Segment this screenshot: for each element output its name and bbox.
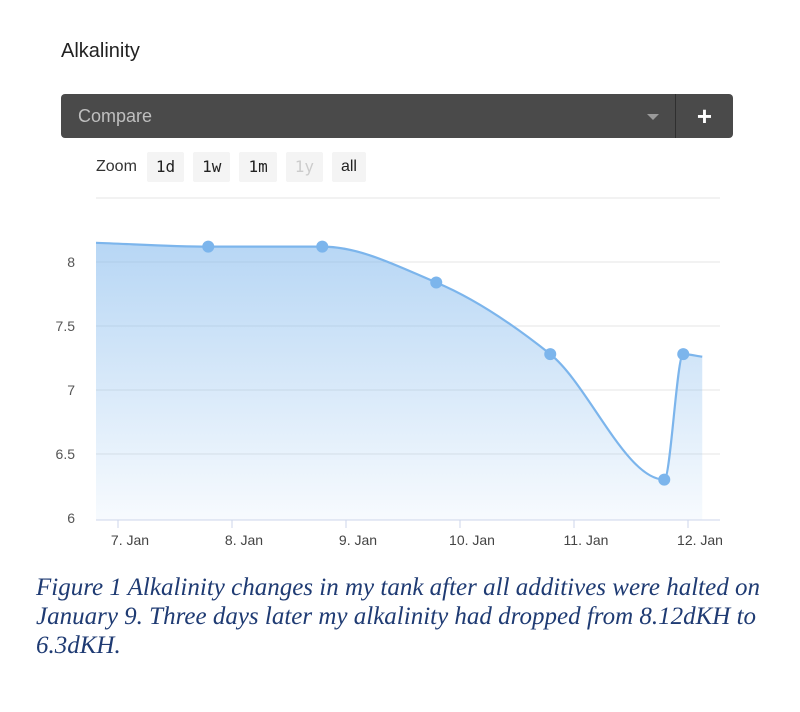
x-tick-label: 8. Jan [225,532,263,548]
data-point-marker[interactable] [677,348,690,361]
zoom-all-button[interactable]: all [331,152,366,182]
data-point-marker[interactable] [430,276,443,289]
data-point-marker[interactable] [658,473,671,486]
figure-caption: Figure 1 Alkalinity changes in my tank a… [36,574,760,659]
zoom-1y-button: 1y [285,152,323,182]
compare-select[interactable]: Compare + [61,94,733,138]
x-tick-label: 12. Jan [677,532,723,548]
caret-down-icon[interactable] [647,114,659,120]
data-point-marker[interactable] [202,240,215,253]
series-line [95,241,703,481]
compare-placeholder: Compare [78,106,153,126]
y-tick-label: 8 [67,254,75,270]
y-tick-label: 6.5 [56,446,76,462]
add-compare-button[interactable]: + [696,101,713,131]
y-tick-label: 7 [67,382,75,398]
zoom-1w-button[interactable]: 1w [193,152,231,182]
series-area [96,242,703,521]
compare-divider [675,94,676,138]
x-tick-label: 11. Jan [564,532,609,548]
data-point-marker[interactable] [544,348,557,361]
x-tick-label: 7. Jan [111,532,149,548]
data-point-marker[interactable] [316,240,329,253]
chart-title: Alkalinity [61,40,140,62]
zoom-1d-button[interactable]: 1d [146,152,185,182]
zoom-1m-button[interactable]: 1m [239,152,277,182]
zoom-label: Zoom [96,158,137,175]
y-tick-label: 7.5 [56,318,76,334]
x-tick-label: 10. Jan [449,532,495,548]
x-tick-label: 9. Jan [339,532,377,548]
zoom-controls: Zoom 1d 1w 1m 1y all [96,152,375,182]
y-tick-label: 6 [67,510,75,526]
